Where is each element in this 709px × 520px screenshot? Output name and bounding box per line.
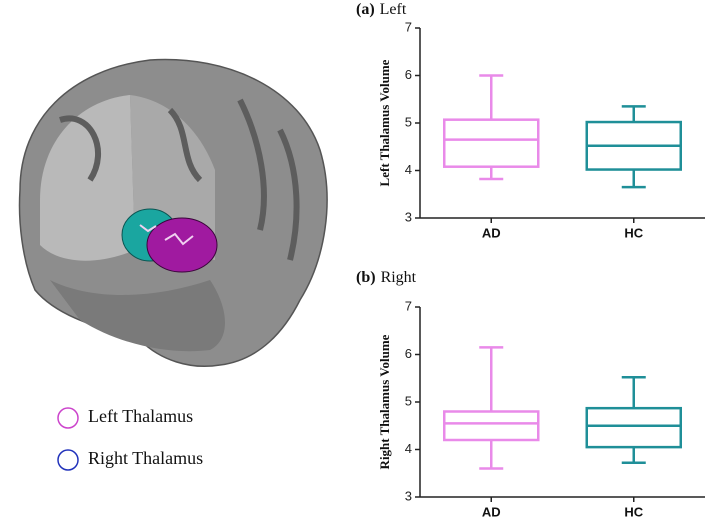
y-tick-label: 3 — [405, 209, 412, 224]
y-axis-label: Right Thalamus Volume — [377, 334, 392, 469]
brain-legend: Left Thalamus Right Thalamus — [57, 406, 203, 471]
y-tick-label: 7 — [405, 19, 412, 34]
y-tick-label: 4 — [405, 162, 412, 177]
box — [443, 118, 540, 168]
y-tick-label: 5 — [405, 114, 412, 129]
chart: (b) Right Right Thalamus Volume 3 4 5 6 7 AD HC — [356, 269, 705, 519]
box — [443, 410, 540, 442]
chart-title: (a) Left — [356, 1, 407, 18]
chart-title: (b) Right — [356, 269, 417, 286]
panel-label: (a) — [356, 1, 375, 18]
title-text: Left — [380, 1, 407, 18]
legend-swatch — [57, 407, 79, 429]
y-tick-label: 5 — [405, 393, 412, 408]
y-axis-label: Left Thalamus Volume — [377, 59, 392, 186]
y-tick-label: 4 — [405, 441, 412, 456]
panel-label: (b) — [356, 269, 376, 286]
x-tick-label: AD — [482, 504, 501, 519]
x-tick-label: HC — [624, 504, 643, 519]
title-text: Right — [381, 269, 417, 286]
chart: (a) Left Left Thalamus Volume 3 4 5 6 7 AD HC — [356, 1, 705, 240]
legend-swatch — [57, 449, 79, 471]
y-tick-label: 6 — [405, 67, 412, 82]
y-tick-label: 3 — [405, 488, 412, 503]
brain-illustration — [18, 58, 328, 367]
legend-label: Right Thalamus — [88, 448, 203, 468]
x-tick-label: HC — [624, 225, 643, 240]
charts: (a) Left Left Thalamus Volume 3 4 5 6 7 AD HC (b) R… — [356, 1, 705, 519]
y-tick-label: 6 — [405, 346, 412, 361]
legend-label: Left Thalamus — [88, 406, 193, 426]
y-tick-label: 7 — [405, 298, 412, 313]
x-tick-label: AD — [482, 225, 501, 240]
box — [585, 406, 682, 449]
